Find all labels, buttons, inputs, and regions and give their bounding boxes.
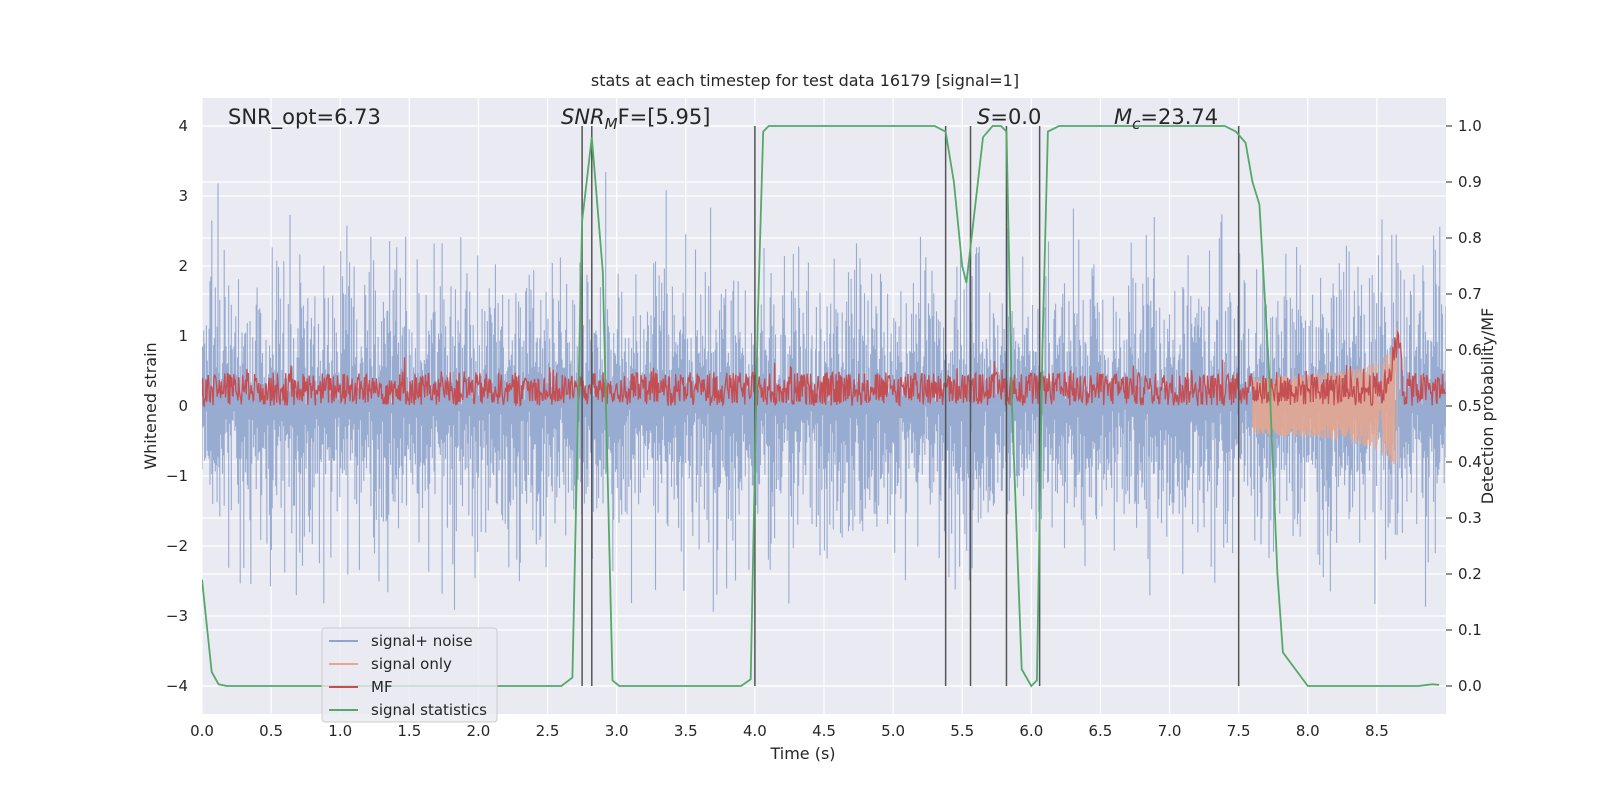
x-tick-label: 7.0 (1158, 722, 1182, 740)
y-left-tick-label: 1 (178, 327, 188, 345)
y-left-tick-label: −4 (166, 677, 188, 695)
x-tick-label: 3.0 (605, 722, 629, 740)
y-left-tick-label: −2 (166, 537, 188, 555)
annotation-mc: Mc=23.74 (1114, 105, 1218, 133)
y-left-tick-label: −1 (166, 467, 188, 485)
x-tick-label: 4.0 (743, 722, 767, 740)
plot-area (201, 98, 1446, 714)
y-right-tick-label: 0.7 (1458, 285, 1482, 303)
y-right-tick-label: 0.3 (1458, 509, 1482, 527)
signal-statistics-series (202, 125, 1440, 688)
x-tick-label: 7.5 (1227, 722, 1251, 740)
x-tick-label: 5.0 (881, 722, 905, 740)
y-left-tick-label: 2 (178, 257, 188, 275)
annotation-s: S=0.0 (977, 105, 1041, 129)
x-tick-label: 2.5 (536, 722, 560, 740)
x-tick-label: 8.0 (1296, 722, 1320, 740)
mc-base: M (1114, 105, 1132, 129)
snr-mf-base: SNR (561, 105, 605, 129)
x-tick-label: 6.5 (1089, 722, 1113, 740)
x-tick-label: 5.5 (950, 722, 974, 740)
y-left-tick-label: 0 (178, 397, 188, 415)
snr-mf-tail: F=[5.95] (618, 105, 711, 129)
annotation-snr-opt: SNR_opt=6.73 (228, 105, 381, 130)
legend-label: signal only (371, 655, 452, 673)
x-axis-label: Time (s) (769, 744, 835, 763)
mc-sub: c (1132, 115, 1141, 133)
y-right-tick-label: 1.0 (1458, 117, 1482, 135)
x-tick-label: 3.5 (674, 722, 698, 740)
legend-box (321, 627, 498, 723)
y-right-tick-label: 0.0 (1458, 677, 1482, 695)
y-left-axis-label: Whitened strain (141, 342, 160, 469)
x-tick-label: 2.0 (467, 722, 491, 740)
vertical-marker-lines (581, 126, 1240, 686)
annotation-snr-mf: SNRMF=[5.95] (561, 105, 710, 133)
x-axis-ticks: 0.0 0.5 1.0 1.5 2.0 2.5 3.0 3.5 4.0 4.5 5.0 5.5 6.0 6… (190, 722, 1389, 740)
legend: signal+ noise signal only MF signal statist… (321, 627, 498, 723)
x-tick-label: 0.5 (259, 722, 283, 740)
legend-label: signal statistics (371, 701, 487, 719)
y-right-tick-label: 0.2 (1458, 565, 1482, 583)
mc-tail: =23.74 (1140, 105, 1218, 129)
x-tick-label: 0.0 (190, 722, 214, 740)
y-right-axis-label: Detection probability/MF (1478, 308, 1497, 505)
x-tick-label: 1.5 (397, 722, 421, 740)
y-right-axis-ticks: 0.0 0.1 0.2 0.3 0.4 0.5 0.6 0.7 0.8 0.9 1.0 (1446, 117, 1482, 695)
y-right-tick-label: 0.4 (1458, 453, 1482, 471)
y-right-tick-label: 0.9 (1458, 173, 1482, 191)
y-right-tick-label: 0.8 (1458, 229, 1482, 247)
legend-label: MF (371, 678, 393, 696)
x-tick-label: 4.5 (812, 722, 836, 740)
y-left-tick-label: 3 (178, 187, 188, 205)
y-left-tick-label: −3 (166, 607, 188, 625)
y-left-axis-ticks: −4 −3 −2 −1 0 1 2 3 4 (166, 117, 188, 695)
signal-statistics-line (202, 125, 1440, 688)
x-tick-label: 8.5 (1365, 722, 1389, 740)
legend-label: signal+ noise (371, 632, 473, 650)
y-left-tick-label: 4 (178, 117, 188, 135)
x-tick-label: 6.0 (1019, 722, 1043, 740)
chart-title: stats at each timestep for test data 161… (591, 71, 1019, 90)
snr-mf-sub: M (605, 115, 618, 133)
y-right-tick-label: 0.6 (1458, 341, 1482, 359)
y-right-tick-label: 0.5 (1458, 397, 1482, 415)
s-italic: S (977, 105, 990, 129)
s-tail: =0.0 (990, 105, 1041, 129)
x-tick-label: 1.0 (328, 722, 352, 740)
y-right-tick-label: 0.1 (1458, 621, 1482, 639)
